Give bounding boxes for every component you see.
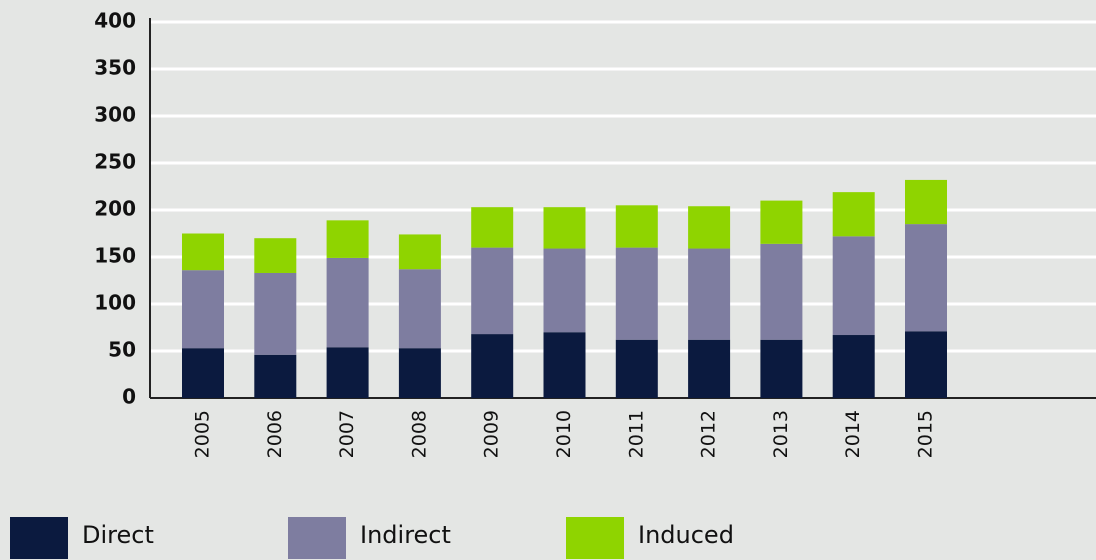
legend-label: Indirect <box>360 521 451 549</box>
bar-segment <box>471 207 514 248</box>
x-tick-label: 2012 <box>698 410 720 458</box>
bar-segment <box>832 335 875 398</box>
x-tick-label: 2005 <box>192 410 214 458</box>
y-tick-label: 150 <box>94 244 136 268</box>
bar-segment <box>905 179 947 225</box>
bar-segment <box>471 247 514 335</box>
bar-segment <box>760 243 803 340</box>
bar-segment <box>832 236 875 336</box>
bar-segment <box>760 200 803 244</box>
bar-segment <box>398 269 441 349</box>
x-tick-label: 2015 <box>915 410 937 458</box>
bar-segment <box>182 233 224 271</box>
bar-segment <box>688 206 731 249</box>
bar-segment <box>543 248 586 333</box>
legend-swatch <box>288 517 346 559</box>
bar-segment <box>615 205 658 248</box>
bar-segment <box>182 348 224 398</box>
bar-segment <box>905 224 947 332</box>
legend-label: Induced <box>638 521 734 549</box>
x-tick-label: 2011 <box>625 410 647 458</box>
bar-segment <box>254 238 297 273</box>
bar-segment <box>254 272 297 355</box>
x-tick-label: 2008 <box>408 410 430 458</box>
x-tick-label: 2006 <box>264 410 286 458</box>
legend-swatch <box>10 517 68 559</box>
y-tick-label: 350 <box>94 56 136 80</box>
y-tick-label: 400 <box>94 9 136 33</box>
bar-segment <box>326 220 369 258</box>
bar-segment <box>326 347 369 398</box>
x-tick-label: 2009 <box>481 410 503 458</box>
y-tick-label: 250 <box>94 150 136 174</box>
bar-segment <box>905 331 947 398</box>
bar-segment <box>615 339 658 398</box>
bar-segment <box>254 354 297 398</box>
bar-segment <box>543 207 586 249</box>
bar-segment <box>471 334 514 398</box>
bar-segment <box>326 257 369 348</box>
legend-swatch <box>566 517 624 559</box>
y-tick-label: 300 <box>94 103 136 127</box>
x-tick-label: 2007 <box>336 410 358 458</box>
bar-segment <box>398 348 441 398</box>
x-tick-label: 2013 <box>770 410 792 458</box>
bar-segment <box>543 332 586 398</box>
legend-label: Direct <box>82 521 154 549</box>
x-tick-label: 2010 <box>553 410 575 458</box>
bar-segment <box>832 192 875 237</box>
bar-segment <box>760 339 803 398</box>
bar-segment <box>688 339 731 398</box>
bar-segment <box>398 234 441 270</box>
y-tick-label: 50 <box>108 338 136 362</box>
bar-segment <box>615 247 658 340</box>
x-tick-label: 2014 <box>842 410 864 458</box>
y-tick-label: 100 <box>94 291 136 315</box>
y-tick-label: 0 <box>122 385 136 409</box>
y-tick-label: 200 <box>94 197 136 221</box>
bar-segment <box>688 248 731 340</box>
bar-segment <box>182 270 224 349</box>
